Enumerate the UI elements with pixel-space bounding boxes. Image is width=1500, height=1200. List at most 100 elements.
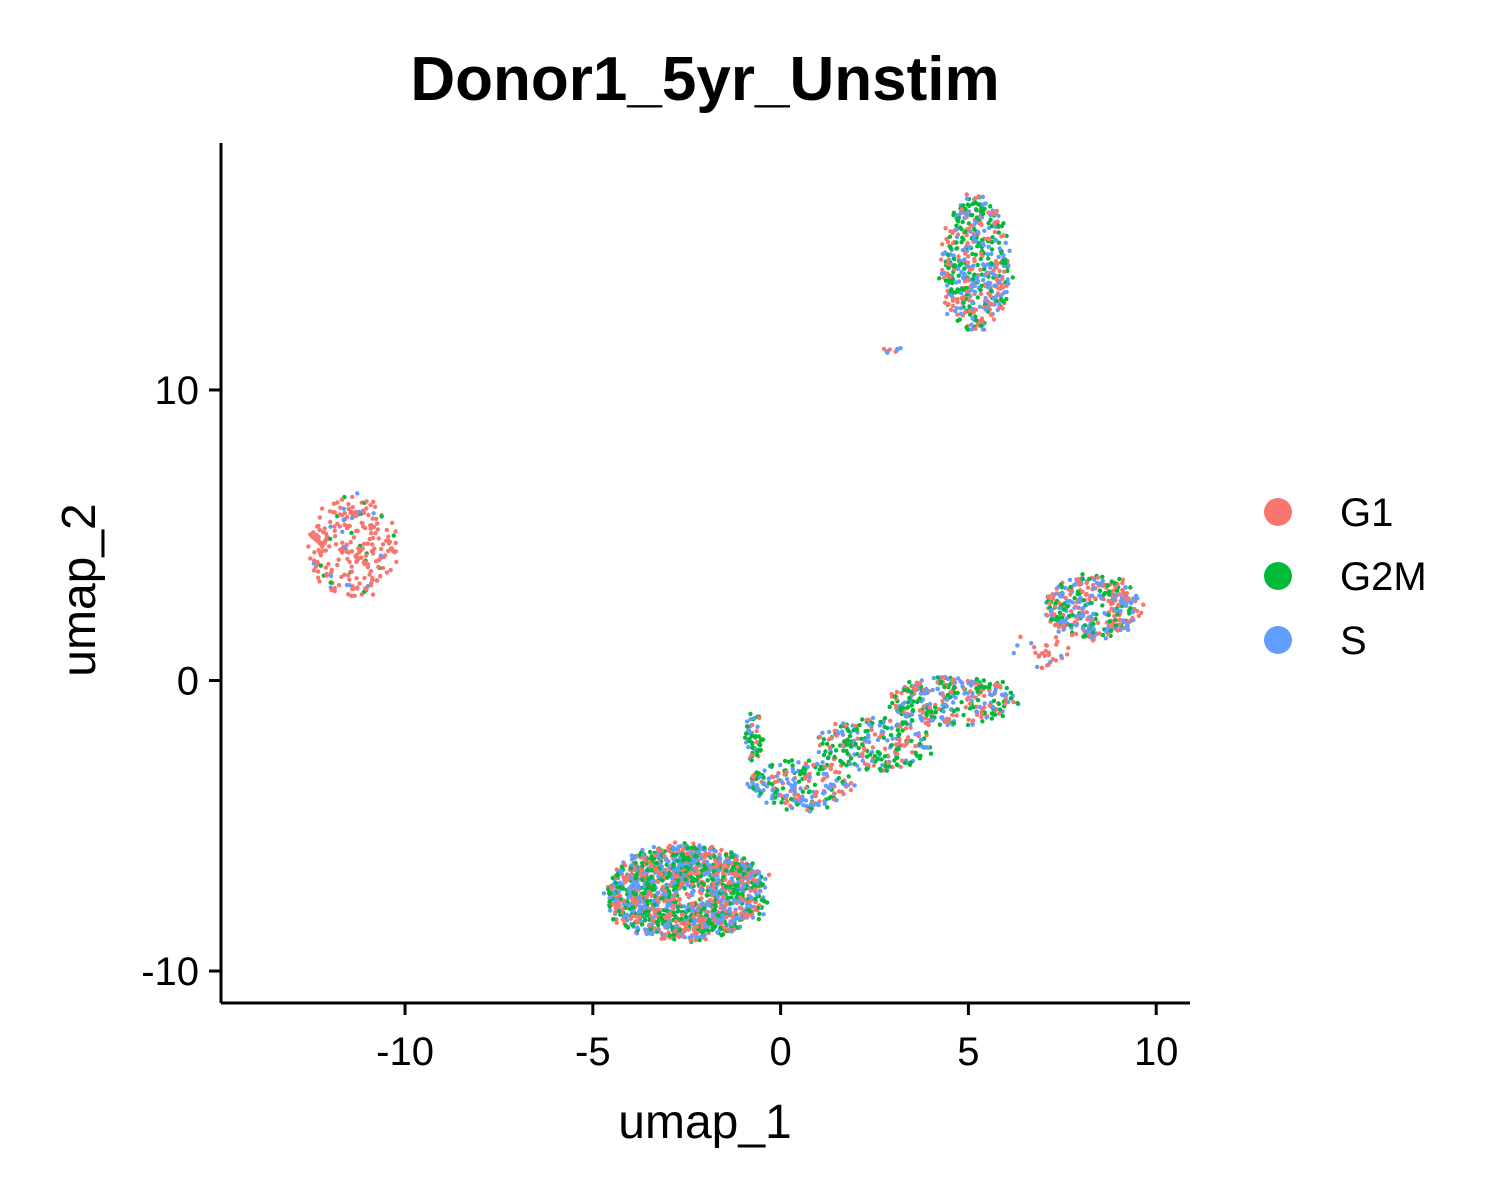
scatter-point [652, 867, 658, 872]
x-tick-label: 10 [1134, 1030, 1179, 1074]
scatter-point [955, 707, 961, 712]
scatter-point [1141, 602, 1146, 607]
scatter-point [689, 882, 695, 887]
scatter-point [377, 556, 383, 561]
scatter-point [889, 691, 894, 697]
scatter-point [788, 796, 794, 802]
scatter-point [1000, 285, 1006, 290]
scatter-point [743, 735, 748, 740]
scatter-point [924, 686, 929, 692]
scatter-point [918, 737, 924, 742]
scatter-point [623, 876, 628, 881]
scatter-point [703, 936, 708, 942]
scatter-point [697, 843, 702, 848]
scatter-point [323, 565, 329, 570]
scatter-point [647, 891, 653, 896]
scatter-point [708, 898, 713, 903]
scatter-point [862, 747, 867, 752]
scatter-point [931, 675, 936, 681]
scatter-point [699, 896, 704, 901]
scatter-point [975, 262, 980, 268]
scatter-point [1068, 584, 1073, 590]
scatter-point [721, 875, 726, 880]
scatter-point [1015, 643, 1020, 648]
scatter-point [779, 779, 784, 784]
scatter-point [962, 257, 967, 262]
scatter-point [1105, 626, 1111, 631]
scatter-point [695, 906, 701, 911]
scatter-point [1050, 657, 1056, 662]
scatter-point [361, 541, 367, 547]
scatter-point [977, 704, 982, 710]
scatter-point [1128, 606, 1133, 611]
scatter-point [370, 592, 376, 597]
scatter-point [1075, 616, 1080, 622]
scatter-point [634, 874, 639, 879]
scatter-point [683, 914, 689, 920]
scatter-point [651, 878, 657, 884]
scatter-point [1083, 592, 1089, 598]
scatter-point [747, 864, 752, 869]
scatter-point [801, 771, 807, 776]
scatter-point [633, 866, 638, 871]
scatter-point [980, 202, 986, 207]
scatter-point [651, 844, 657, 850]
scatter-point [912, 687, 917, 692]
scatter-point [903, 721, 909, 726]
scatter-point [956, 254, 961, 259]
scatter-point [677, 855, 683, 860]
scatter-point [1097, 581, 1102, 586]
scatter-point [924, 712, 930, 718]
scatter-point [965, 260, 971, 265]
scatter-point [328, 580, 333, 585]
scatter-point [652, 902, 657, 907]
scatter-point [989, 261, 994, 266]
scatter-point [938, 679, 944, 685]
scatter-point [778, 793, 784, 798]
scatter-point [683, 924, 689, 929]
scatter-point [672, 937, 677, 942]
scatter-point [1115, 612, 1120, 617]
scatter-point [641, 891, 646, 896]
scatter-point [756, 917, 761, 922]
scatter-point [993, 211, 998, 217]
scatter-point [870, 715, 876, 721]
scatter-point [754, 892, 759, 897]
scatter-point [967, 701, 973, 706]
scatter-point [1056, 629, 1061, 634]
scatter-point [1077, 582, 1082, 587]
scatter-point [878, 719, 883, 725]
scatter-point [941, 709, 946, 714]
scatter-point [873, 759, 878, 764]
scatter-point [370, 516, 375, 521]
scatter-point [616, 900, 621, 905]
scatter-point [828, 794, 834, 800]
scatter-point [975, 322, 980, 327]
scatter-point [718, 905, 723, 910]
scatter-point [384, 538, 389, 543]
scatter-point [923, 721, 928, 726]
scatter-point [940, 716, 945, 722]
scatter-point [1108, 628, 1114, 633]
scatter-point [754, 752, 760, 758]
scatter-point [823, 749, 828, 754]
scatter-point [308, 532, 313, 537]
scatter-point [974, 710, 980, 715]
scatter-point [908, 722, 913, 727]
scatter-point [1002, 269, 1007, 274]
scatter-point [695, 930, 700, 936]
scatter-point [617, 884, 623, 890]
scatter-point [370, 575, 375, 581]
scatter-point [349, 530, 354, 536]
scatter-point [817, 734, 823, 739]
scatter-point [945, 692, 951, 698]
scatter-point [641, 852, 646, 857]
scatter-point [1102, 610, 1107, 616]
scatter-point [723, 852, 729, 858]
scatter-point [989, 239, 994, 245]
scatter-point [758, 889, 763, 894]
scatter-point [992, 229, 998, 235]
scatter-point [972, 289, 978, 295]
scatter-point [1070, 600, 1076, 605]
scatter-point [645, 885, 651, 891]
